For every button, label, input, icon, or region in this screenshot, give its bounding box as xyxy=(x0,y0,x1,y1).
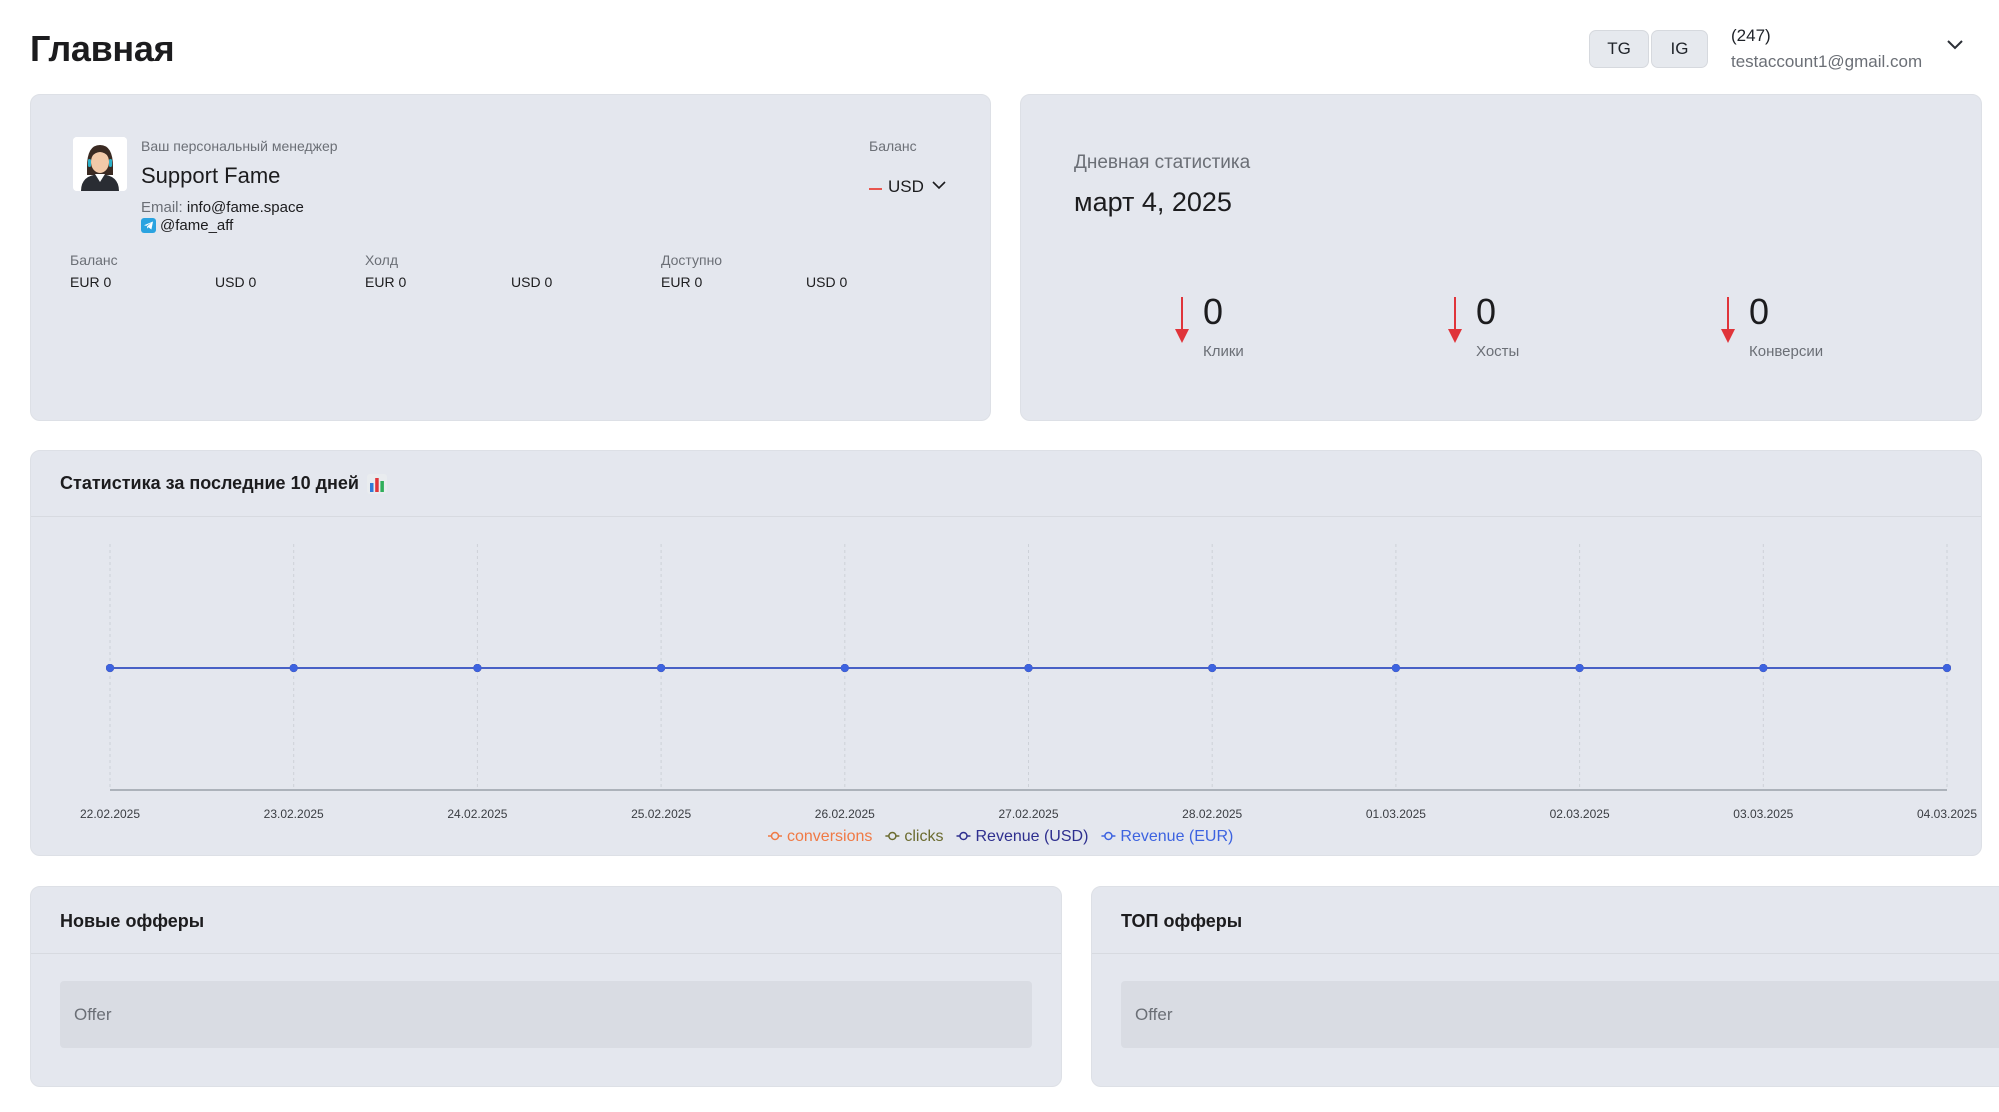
currency-value: USD xyxy=(888,177,924,196)
new-offers-title: Новые офферы xyxy=(60,911,205,931)
legend-label: clicks xyxy=(904,828,943,845)
data-point xyxy=(1208,664,1217,672)
manager-telegram[interactable]: @fame_aff xyxy=(141,217,233,234)
arrow-down-icon xyxy=(1721,297,1735,343)
top-offers-title: ТОП офферы xyxy=(1121,911,1243,931)
top-offers-card: ТОП офферы Offer xyxy=(1091,886,1999,1087)
x-tick-label: 26.02.2025 xyxy=(815,807,875,821)
x-tick-label: 04.03.2025 xyxy=(1917,807,1977,821)
hold-usd: USD 0 xyxy=(511,274,553,290)
telegram-icon xyxy=(141,218,156,233)
stat-label: Конверсии xyxy=(1749,343,1824,360)
email-label: Email: xyxy=(141,199,183,216)
legend-marker xyxy=(959,831,968,841)
daily-date: март 4, 2025 xyxy=(1074,187,1232,217)
account-menu[interactable]: (247) testaccount1@gmail.com xyxy=(1731,26,1922,72)
telegram-handle: @fame_aff xyxy=(160,217,234,234)
manager-name: Support Fame xyxy=(141,163,281,188)
hold-eur: EUR 0 xyxy=(365,274,407,290)
offer-column-header: Offer xyxy=(1135,1005,1173,1024)
chart-card: Статистика за последние 10 дней 22.02.20… xyxy=(30,450,1982,856)
data-point xyxy=(1391,664,1400,672)
offer-column-header: Offer xyxy=(74,1005,112,1024)
top-offers-table-header: Offer xyxy=(1121,981,1999,1048)
stat-label: Хосты xyxy=(1476,343,1520,360)
chevron-down-icon xyxy=(932,180,946,189)
stat-value: 0 xyxy=(1476,291,1497,332)
available-usd: USD 0 xyxy=(806,274,848,290)
legend-label: Revenue (USD) xyxy=(975,828,1088,845)
available-label: Доступно xyxy=(661,252,723,268)
chart-title: Статистика за последние 10 дней xyxy=(60,473,387,494)
balance-usd: USD 0 xyxy=(215,274,257,290)
legend-label: Revenue (EUR) xyxy=(1120,828,1233,845)
manager-caption: Ваш персональный менеджер xyxy=(141,138,338,154)
minus-icon xyxy=(869,187,882,190)
divider xyxy=(31,953,1061,954)
account-count: (247) xyxy=(1731,26,1771,45)
data-point xyxy=(473,664,482,672)
account-email: testaccount1@gmail.com xyxy=(1731,52,1923,71)
legend-label: conversions xyxy=(787,828,872,845)
new-offers-card: Новые офферы Offer xyxy=(30,886,1062,1087)
arrow-down-icon xyxy=(1175,297,1189,343)
hold-label: Холд xyxy=(365,252,398,268)
x-tick-label: 27.02.2025 xyxy=(998,807,1058,821)
balance-label: Баланс xyxy=(70,252,118,268)
x-tick-label: 01.03.2025 xyxy=(1366,807,1426,821)
arrow-down-icon xyxy=(1448,297,1462,343)
page-title: Главная xyxy=(30,28,175,69)
stat-value: 0 xyxy=(1749,291,1770,332)
daily-caption: Дневная статистика xyxy=(1074,152,1251,173)
chart-title-text: Статистика за последние 10 дней xyxy=(60,473,359,493)
x-tick-label: 23.02.2025 xyxy=(264,807,324,821)
stat-value: 0 xyxy=(1203,291,1224,332)
x-tick-label: 24.02.2025 xyxy=(447,807,507,821)
x-tick-label: 25.02.2025 xyxy=(631,807,691,821)
available-eur: EUR 0 xyxy=(661,274,703,290)
legend-marker xyxy=(770,831,780,841)
x-tick-label: 03.03.2025 xyxy=(1733,807,1793,821)
bar-chart-icon xyxy=(366,473,387,494)
x-tick-label: 02.03.2025 xyxy=(1550,807,1610,821)
legend-marker xyxy=(888,831,897,841)
x-tick-label: 22.02.2025 xyxy=(80,807,140,821)
chevron-down-icon[interactable] xyxy=(1946,38,1964,50)
manager-email: Email: info@fame.space xyxy=(141,199,304,216)
legend-marker xyxy=(1104,831,1113,841)
ig-button[interactable]: IG xyxy=(1651,30,1708,68)
data-point xyxy=(657,664,666,672)
chart-header: Статистика за последние 10 дней xyxy=(31,451,1981,517)
data-point xyxy=(1024,664,1033,672)
line-chart: 22.02.2025 23.02.2025 24.02.2025 25.02.2025… xyxy=(80,544,1977,845)
balance-eur: EUR 0 xyxy=(70,274,112,290)
manager-avatar xyxy=(73,137,127,191)
data-point xyxy=(1759,664,1768,672)
currency-select[interactable]: USD xyxy=(869,177,946,197)
data-point xyxy=(840,664,849,672)
avatar-icon xyxy=(73,137,127,191)
data-point xyxy=(1575,664,1584,672)
data-point xyxy=(1943,664,1951,672)
data-point xyxy=(106,664,114,672)
tg-button[interactable]: TG xyxy=(1589,30,1649,68)
manager-card: Ваш персональный менеджер Support Fame E… xyxy=(30,94,991,421)
balance-caption: Баланс xyxy=(869,138,917,154)
email-link[interactable]: info@fame.space xyxy=(186,199,304,216)
x-tick-label: 28.02.2025 xyxy=(1182,807,1242,821)
data-point xyxy=(289,664,298,672)
stat-label: Клики xyxy=(1203,343,1244,360)
daily-stats-card: Дневная статистика март 4, 2025 0 Клики … xyxy=(1020,94,1982,421)
new-offers-table-header: Offer xyxy=(60,981,1032,1048)
divider xyxy=(1092,953,1999,954)
